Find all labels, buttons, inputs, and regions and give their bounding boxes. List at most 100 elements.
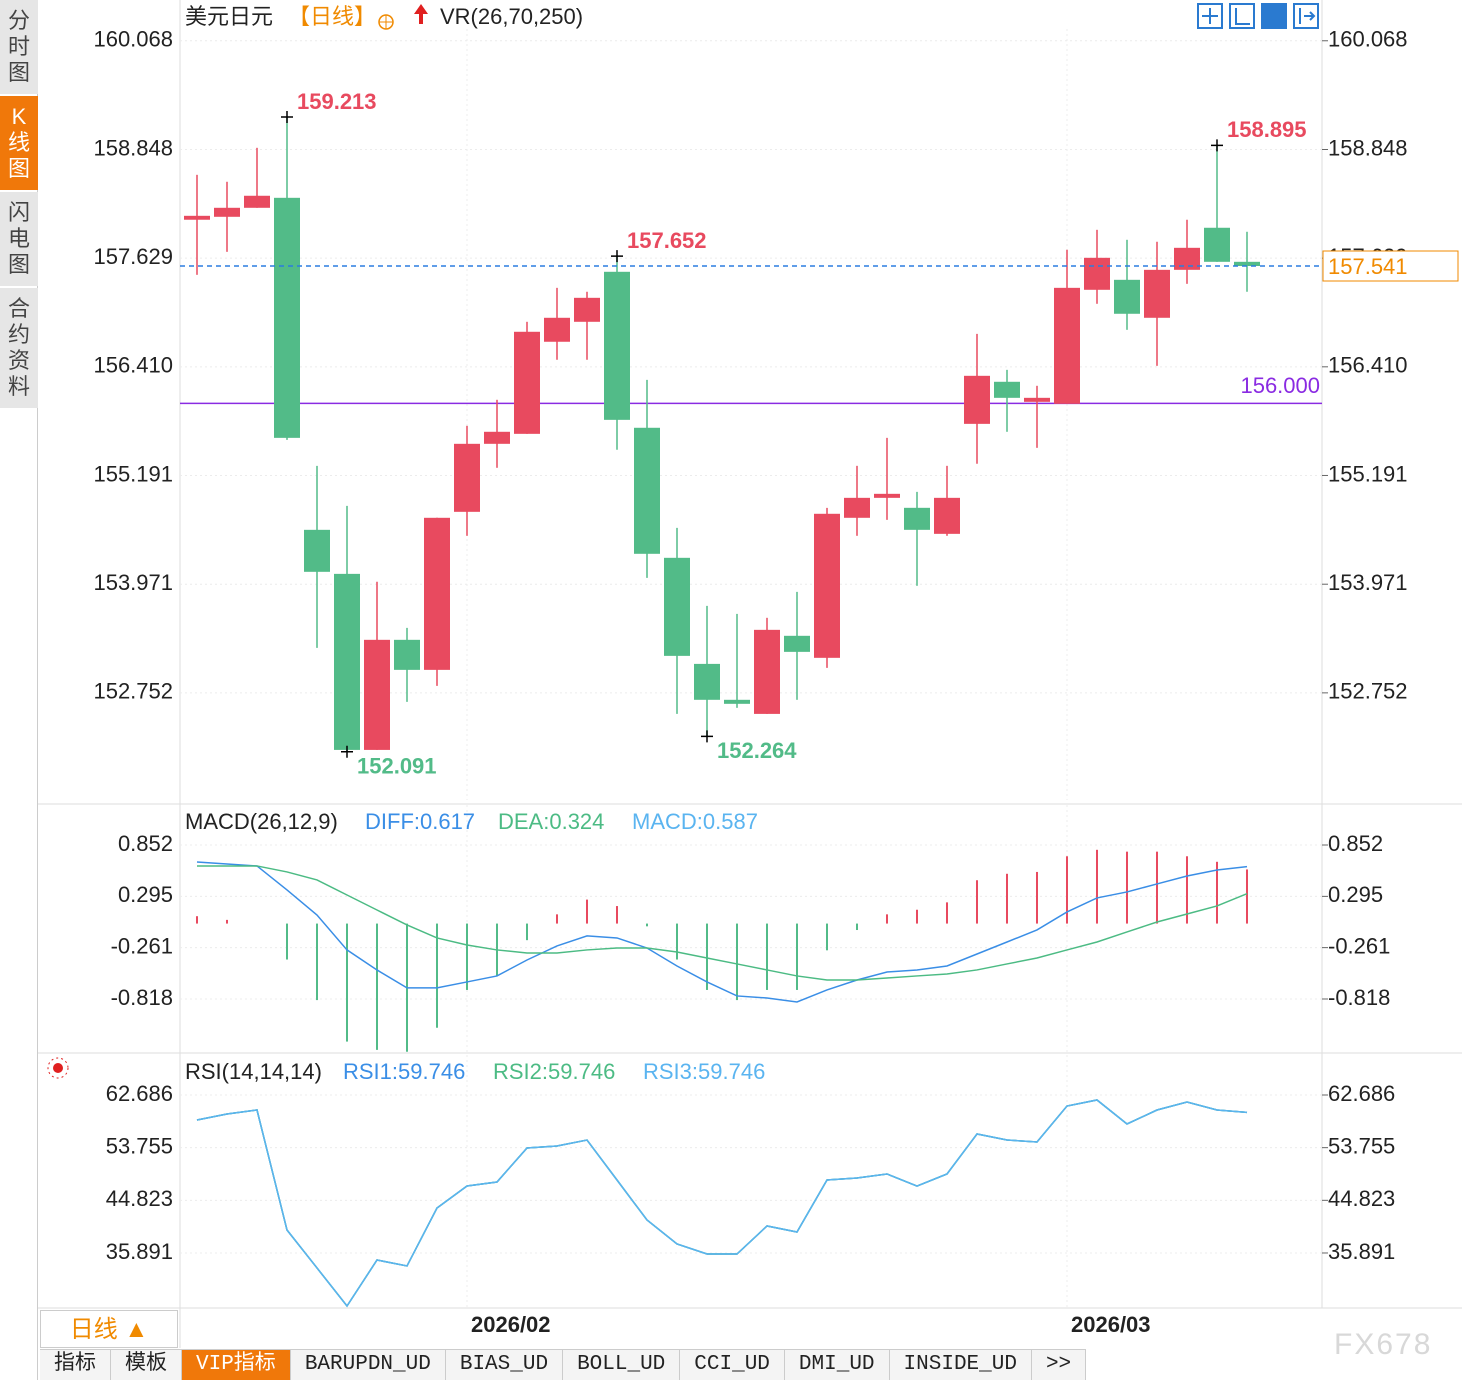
indicator-tab[interactable]: DMI_UD	[784, 1350, 890, 1380]
legend-entry: DIFF:0.617	[365, 809, 475, 834]
icon-dot	[53, 1063, 63, 1073]
series-line	[196, 861, 1248, 1003]
candle-body	[1114, 279, 1140, 314]
y-tick-label-right: 155.191	[1328, 461, 1408, 486]
y-tick-label-right: 158.848	[1328, 135, 1408, 160]
rsi-settings-icon[interactable]	[47, 1057, 69, 1079]
y-tick-label: 62.686	[106, 1081, 173, 1106]
y-tick-label-right: 44.823	[1328, 1186, 1395, 1211]
y-tick-label-right: -0.261	[1328, 933, 1390, 958]
legend-entry: RSI1:59.746	[343, 1059, 465, 1084]
tool-glyph	[1202, 8, 1316, 25]
panel-title: MACD(26,12,9)	[185, 809, 338, 834]
y-tick-label: 44.823	[106, 1186, 173, 1211]
candle-body	[1054, 287, 1080, 404]
y-tick-label-right: 0.295	[1328, 882, 1383, 907]
x-tick-label: 2026/02	[471, 1312, 551, 1337]
panel-title: RSI(14,14,14)	[185, 1059, 322, 1084]
extreme-label: 159.213	[297, 89, 377, 114]
sidebar: 分时图 K线图 闪电图 合约资料	[0, 0, 38, 1380]
candle-body	[784, 635, 810, 652]
tool-icon[interactable]	[1197, 3, 1223, 29]
candle-body	[814, 513, 840, 658]
indicator-tab[interactable]: BARUPDN_UD	[290, 1350, 446, 1380]
indicator-label: VR(26,70,250)	[440, 4, 583, 29]
y-tick-label: 153.971	[93, 570, 173, 595]
candle-body	[574, 297, 600, 322]
candle-body	[1204, 227, 1230, 262]
tool-icon[interactable]	[1229, 3, 1255, 29]
candle-body	[514, 331, 540, 434]
extreme-marker	[701, 730, 713, 743]
candle-body	[334, 573, 360, 750]
candle-body	[424, 517, 450, 670]
candle-body	[274, 197, 300, 438]
candle-body	[604, 271, 630, 420]
legend-entry: RSI3:59.746	[643, 1059, 765, 1084]
candle-body	[964, 375, 990, 424]
y-tick-label-right: 0.852	[1328, 831, 1383, 856]
level-label: 156.000	[1240, 373, 1320, 398]
indicator-tab[interactable]: CCI_UD	[680, 1350, 785, 1380]
period-label: 日线	[69, 1316, 118, 1343]
series-line	[196, 1099, 1248, 1308]
indicator-tab[interactable]: >>	[1031, 1350, 1087, 1380]
candle-body	[484, 431, 510, 444]
y-tick-label-right: 152.752	[1328, 679, 1408, 704]
candle-body	[874, 493, 900, 498]
y-tick-label-right: 62.686	[1328, 1081, 1395, 1106]
y-tick-label: 0.852	[118, 831, 173, 856]
legend-entry: RSI2:59.746	[493, 1059, 615, 1084]
indicator-arrow[interactable]	[414, 4, 428, 24]
legend-entry: MACD:0.587	[632, 809, 758, 834]
x-tick-label: 2026/03	[1071, 1312, 1151, 1337]
indicator-tab[interactable]: INSIDE_UD	[889, 1350, 1032, 1380]
candle-body	[754, 629, 780, 714]
y-tick-label-right: 35.891	[1328, 1239, 1395, 1264]
y-tick-label-right: 53.755	[1328, 1133, 1395, 1158]
indicator-tab[interactable]: VIP指标	[182, 1350, 291, 1380]
y-tick-label: 35.891	[106, 1239, 173, 1264]
indicator-tab[interactable]: BIAS_UD	[445, 1350, 564, 1380]
y-tick-label: 0.295	[118, 882, 173, 907]
indicator-tab[interactable]: 模板	[111, 1350, 182, 1380]
y-tick-label: 152.752	[93, 679, 173, 704]
sidebar-tab[interactable]: K线图	[0, 96, 38, 190]
extreme-label: 158.895	[1227, 117, 1307, 142]
series-line	[196, 1099, 1248, 1308]
chart-title: 美元日元	[185, 4, 273, 29]
y-tick-label-right: 153.971	[1328, 570, 1408, 595]
sidebar-tab[interactable]: 分时图	[0, 0, 38, 94]
sidebar-tab[interactable]: 合约资料	[0, 288, 38, 408]
candle-body	[934, 497, 960, 534]
y-tick-label: 155.191	[93, 461, 173, 486]
candle-body	[694, 663, 720, 700]
candle-body	[364, 639, 390, 750]
y-tick-label: 157.629	[93, 244, 173, 269]
y-tick-label-right: 160.068	[1328, 27, 1408, 52]
y-tick-label: 158.848	[93, 135, 173, 160]
candle-body	[724, 699, 750, 704]
candle-body	[1234, 261, 1260, 267]
candle-body	[304, 529, 330, 572]
candle-body	[994, 381, 1020, 398]
candle-body	[244, 195, 270, 208]
period-selector[interactable]: 日线 ▲	[40, 1310, 178, 1348]
y-tick-label: 53.755	[106, 1133, 173, 1158]
indicator-tab[interactable]: BOLL_UD	[563, 1350, 681, 1380]
indicator-tab[interactable]: 指标	[40, 1350, 111, 1380]
watermark: FX678	[1334, 1328, 1433, 1361]
y-tick-label-right: 156.410	[1328, 353, 1408, 378]
period-label: 【日线】	[288, 4, 376, 29]
tool-icon[interactable]	[1293, 3, 1319, 29]
y-tick-label: 156.410	[93, 353, 173, 378]
sidebar-tab[interactable]: 闪电图	[0, 192, 38, 286]
indicator-tabs: 指标 模板 VIP指标 BARUPDN_UD BIAS_UD BOLL_UD CCI_UD D…	[40, 1349, 1087, 1380]
y-tick-label: 160.068	[93, 27, 173, 52]
candle-body	[664, 557, 690, 656]
y-tick-label-right: -0.818	[1328, 985, 1390, 1010]
extreme-marker	[1211, 139, 1223, 152]
candle-body	[544, 317, 570, 342]
